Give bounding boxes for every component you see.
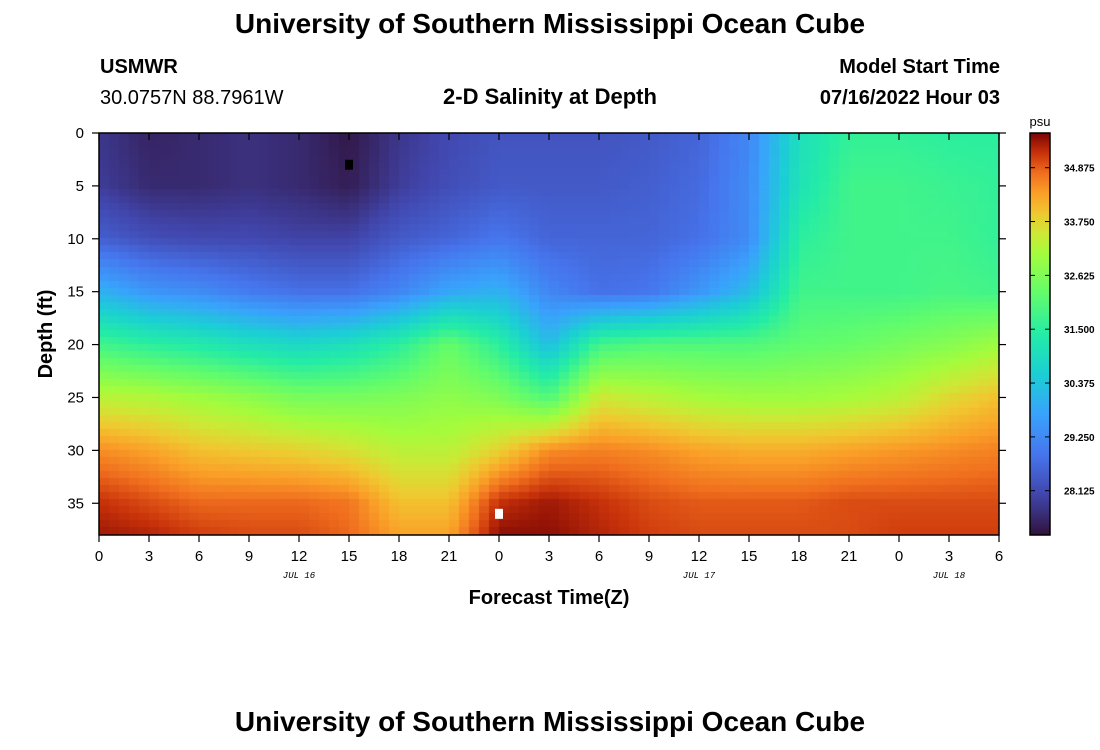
- bottom-title: University of Southern Mississippi Ocean…: [234, 706, 866, 737]
- y-axis: 0 5 10 15 20 25 30 35: [67, 125, 1006, 512]
- x-tick-label: 21: [441, 548, 458, 565]
- page-title: University of Southern Mississippi Ocean…: [234, 8, 866, 39]
- salinity-heatmap: [99, 133, 999, 535]
- x-tick-label: 15: [341, 548, 358, 565]
- station-coordinates: 30.0757N 88.7961W: [100, 87, 284, 109]
- x-tick-label: 3: [145, 548, 153, 565]
- y-tick-label: 25: [67, 389, 84, 406]
- model-start-value: 07/16/2022 Hour 03: [819, 87, 1000, 109]
- colorbar-tick-label: 28.125: [1064, 487, 1095, 498]
- x-tick-label: 3: [545, 548, 553, 565]
- y-tick-label: 20: [67, 337, 84, 354]
- extreme-markers: [345, 159, 503, 519]
- x-tick-label: 12: [691, 548, 708, 565]
- x-tick-label: 0: [895, 548, 903, 565]
- station-id: USMWR: [100, 56, 178, 78]
- y-tick-label: 0: [76, 125, 84, 142]
- y-tick-label: 35: [67, 495, 84, 512]
- colorbar-tick-label: 29.250: [1064, 433, 1095, 444]
- max-marker: [495, 508, 503, 519]
- x-tick-label: 18: [391, 548, 408, 565]
- colorbar: [1029, 132, 1051, 536]
- y-axis-label: Depth (ft): [35, 290, 57, 379]
- x-tick-label: 6: [595, 548, 603, 565]
- colorbar-tick-label: 31.500: [1064, 325, 1095, 336]
- date-label: JUL 18: [933, 571, 966, 581]
- x-tick-label: 12: [291, 548, 308, 565]
- colorbar-tick-label: 30.375: [1064, 379, 1095, 390]
- date-label: JUL 17: [683, 571, 716, 581]
- y-tick-label: 10: [67, 231, 84, 248]
- date-label: JUL 16: [283, 571, 316, 581]
- colorbar-tick-label: 33.750: [1064, 218, 1095, 229]
- y-tick-label: 5: [76, 178, 84, 195]
- colorbar-tick-label: 34.875: [1064, 164, 1095, 175]
- x-tick-label: 3: [945, 548, 953, 565]
- chart-title: 2-D Salinity at Depth: [443, 84, 657, 109]
- x-tick-label: 9: [645, 548, 653, 565]
- x-tick-label: 15: [741, 548, 758, 565]
- y-tick-label: 30: [67, 442, 84, 459]
- min-marker: [345, 159, 353, 170]
- x-axis-label: Forecast Time(Z): [469, 587, 630, 609]
- x-tick-label: 9: [245, 548, 253, 565]
- y-tick-label: 15: [67, 284, 84, 301]
- plot-frame: [98, 132, 1000, 536]
- x-tick-label: 18: [791, 548, 808, 565]
- colorbar-ticks: 34.875 33.750 32.625 31.500 30.375 29.250 28.1…: [1030, 164, 1095, 498]
- colorbar-unit: psu: [1030, 114, 1051, 129]
- model-start-label: Model Start Time: [839, 56, 1000, 78]
- x-tick-label: 6: [195, 548, 203, 565]
- x-tick-label: 21: [841, 548, 858, 565]
- x-tick-label: 0: [95, 548, 103, 565]
- x-tick-label: 6: [995, 548, 1003, 565]
- x-tick-label: 0: [495, 548, 503, 565]
- colorbar-tick-label: 32.625: [1064, 271, 1095, 282]
- x-axis: 0 3 6 9 12 15 18 21 0 3 6 9 12 15 18 21 0 3 6 JUL 16 JUL 17 J…: [95, 133, 1003, 581]
